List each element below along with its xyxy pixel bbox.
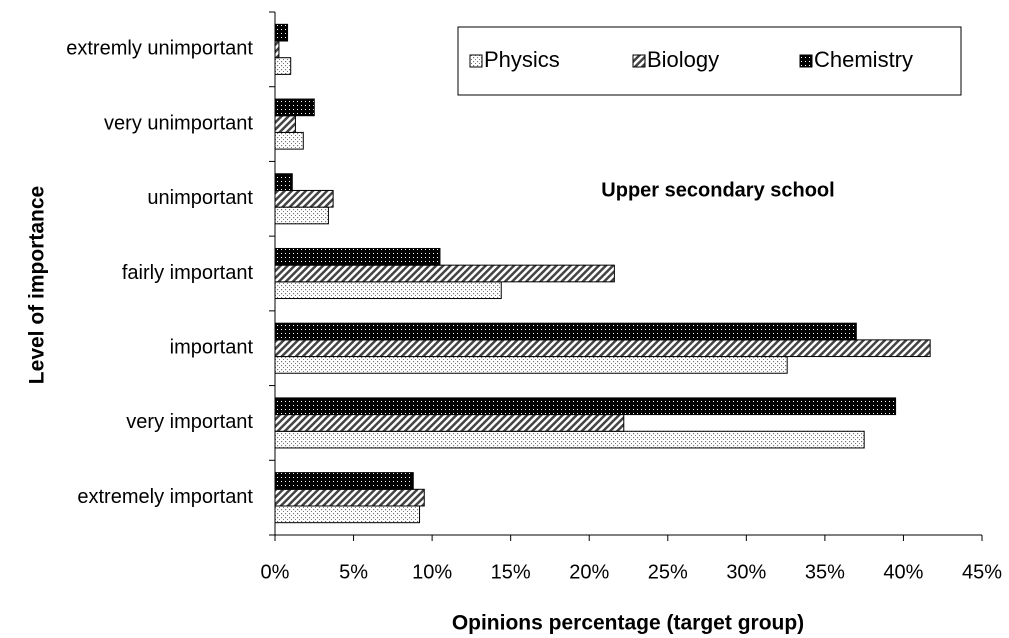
bar (274, 414, 625, 432)
y-tick-label: important (170, 336, 254, 358)
bar (274, 98, 315, 117)
legend-swatch (632, 54, 646, 68)
x-tick-label: 35% (805, 561, 845, 583)
x-tick-label: 10% (412, 561, 452, 583)
y-tick-label: very important (126, 411, 253, 433)
bar (274, 430, 865, 449)
y-tick-label: extremly unimportant (66, 38, 253, 60)
x-tick-label: 5% (339, 561, 368, 583)
bar (274, 264, 615, 283)
legend-label: Physics (484, 47, 560, 72)
x-tick-label: 15% (491, 561, 531, 583)
bar (274, 115, 296, 133)
bar (274, 322, 857, 341)
y-axis-title: Level of importance (26, 186, 49, 384)
y-tick-label: very unimportant (104, 112, 253, 134)
bar (274, 472, 414, 490)
bar (274, 247, 441, 266)
bar (274, 131, 304, 150)
bar (274, 206, 329, 225)
x-tick-label: 30% (726, 561, 766, 583)
bar (274, 505, 421, 524)
x-tick-label: 40% (883, 561, 923, 583)
x-tick-label: 25% (648, 561, 688, 583)
bar (274, 339, 931, 358)
bar (274, 397, 897, 416)
bar (274, 23, 289, 42)
bar (274, 189, 334, 208)
x-axis-title: Opinions percentage (target group) (452, 612, 804, 635)
legend-box (457, 26, 962, 96)
legend-label: Biology (647, 47, 719, 72)
y-tick-label: unimportant (147, 187, 253, 209)
x-tick-label: 0% (261, 561, 290, 583)
bar (274, 488, 425, 507)
bar (274, 173, 293, 191)
x-tick-label: 45% (962, 561, 1002, 583)
legend-label: Chemistry (814, 47, 913, 72)
legend-swatch (799, 54, 813, 68)
x-tick-label: 20% (569, 561, 609, 583)
bar (274, 40, 280, 59)
bar (274, 281, 502, 300)
y-tick-label: extremely important (77, 486, 253, 508)
bar (274, 57, 292, 75)
y-tick-label: fairly important (122, 262, 254, 284)
legend-swatch (469, 54, 483, 68)
annotation: Upper secondary school (601, 179, 834, 201)
bar (274, 356, 788, 374)
